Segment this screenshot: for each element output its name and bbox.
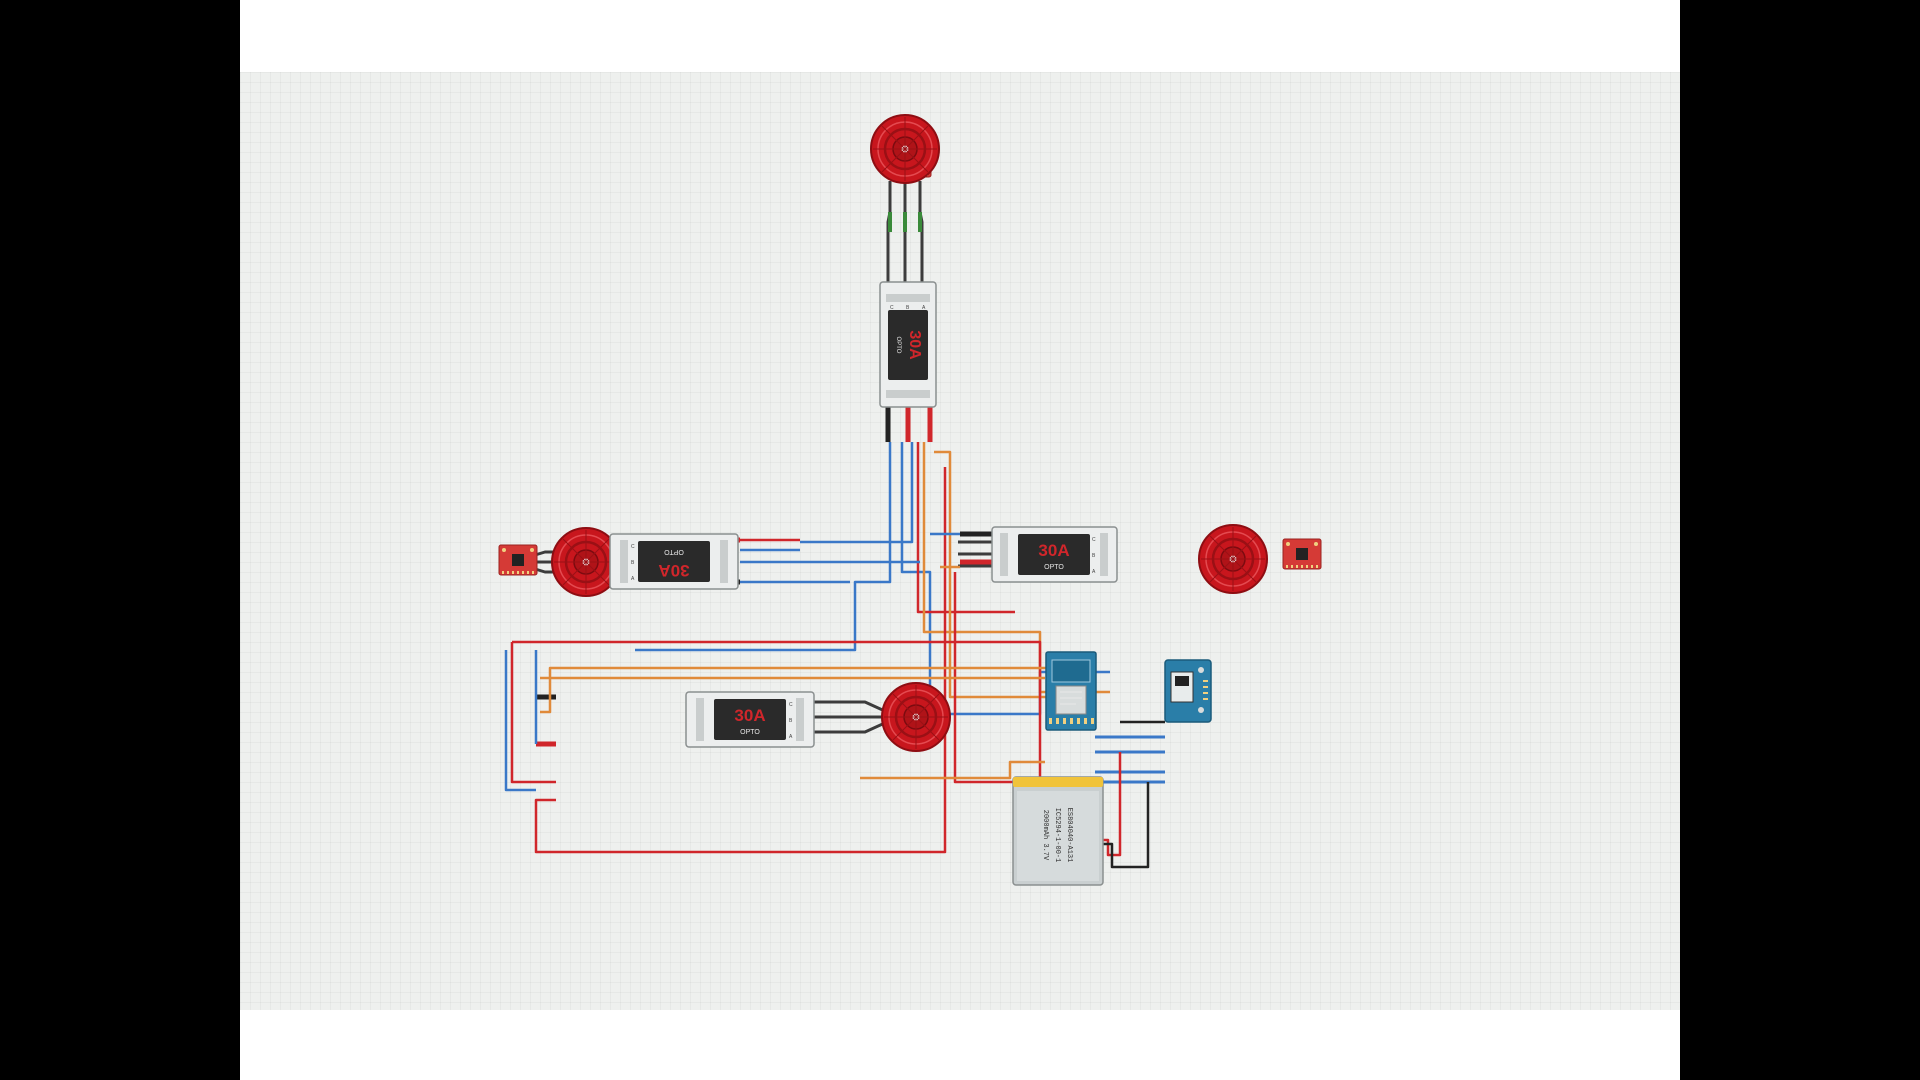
esc-left-terminal-a: A [631,576,635,582]
esc-bottom-brand-label: OPTO [740,729,760,736]
sensor-left[interactable] [498,544,538,576]
esc-top-terminal-b: B [906,305,910,311]
esc-bottom-terminal-c: C [789,702,793,708]
esc-bottom-amp-label: 30A [734,706,765,725]
letterbox-left [0,0,240,1080]
esc-bottom-terminal-a: A [789,734,793,740]
esc-top-amp-label: 30A [906,330,923,360]
esc-right[interactable]: 30A OPTO C B A [991,526,1118,583]
battery-label-line-3: 2000mAh 3.7V [1041,810,1049,861]
motor-bottom[interactable] [880,681,952,753]
circuit-diagram[interactable]: 30A OPTO C B A 30A OPTO C B [240,72,1680,1010]
battery-label-line-1: ES804040-A131 [1065,808,1073,863]
esc-left-terminal-c: C [631,544,635,550]
radio-module[interactable] [1164,659,1212,723]
esc-right-terminal-c: C [1092,537,1096,543]
esc-right-terminal-b: B [1092,553,1096,559]
motor-top[interactable] [869,113,941,185]
wire-bundle-top-motor [886,181,924,282]
esc-bottom-terminal-b: B [789,718,793,724]
esc-left-amp-label: 30A [658,561,689,580]
esc-left-brand-label: OPTO [664,548,684,555]
page: 30A OPTO C B A 30A OPTO C B [240,0,1680,1080]
wires [504,181,1165,869]
esc-right-brand-label: OPTO [1044,564,1064,571]
esc-left-terminal-b: B [631,560,635,566]
letterbox-right [1680,0,1920,1080]
esc-bottom[interactable]: 30A OPTO C B A [685,691,815,748]
esc-right-amp-label: 30A [1038,541,1069,560]
esc-top-terminal-c: C [890,305,894,311]
esc-top[interactable]: 30A OPTO C B A [879,281,937,408]
esc-right-terminal-a: A [1092,569,1096,575]
esc-top-brand-label: OPTO [895,337,901,354]
breadboard-canvas[interactable]: 30A OPTO C B A 30A OPTO C B [240,72,1680,1010]
motor-right[interactable] [1197,523,1269,595]
esc-left[interactable]: 30A OPTO C B A [609,533,739,590]
esc-top-terminal-a: A [922,305,926,311]
flight-controller-board[interactable] [1045,651,1097,731]
sensor-right[interactable] [1282,538,1322,570]
lipo-battery[interactable]: ES804040-A131 IC5294-1-00-1 2000mAh 3.7V [1012,776,1104,886]
battery-label-line-2: IC5294-1-00-1 [1053,808,1061,863]
